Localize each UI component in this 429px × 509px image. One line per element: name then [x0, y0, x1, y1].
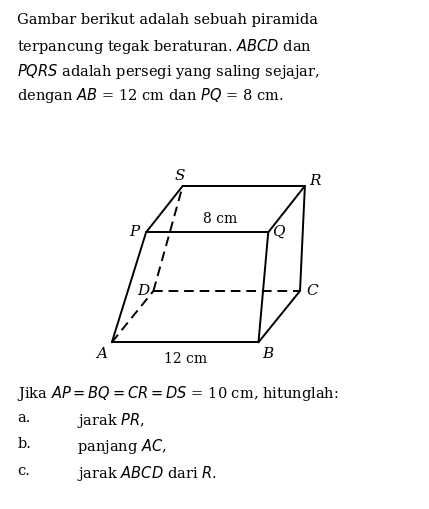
Text: $PQRS$ adalah persegi yang saling sejajar,: $PQRS$ adalah persegi yang saling sejaja… — [17, 62, 320, 80]
Text: D: D — [138, 284, 150, 298]
Text: panjang $AC$,: panjang $AC$, — [77, 437, 167, 456]
Text: jarak $ABCD$ dari $R$.: jarak $ABCD$ dari $R$. — [77, 464, 217, 483]
Text: Q: Q — [272, 225, 284, 239]
Text: jarak $PR$,: jarak $PR$, — [77, 411, 145, 430]
Text: 8 cm: 8 cm — [203, 212, 238, 226]
Text: a.: a. — [17, 411, 30, 425]
Text: P: P — [129, 225, 139, 239]
Text: B: B — [263, 348, 274, 361]
Text: terpancung tegak beraturan. $ABCD$ dan: terpancung tegak beraturan. $ABCD$ dan — [17, 37, 312, 56]
Text: S: S — [175, 169, 186, 183]
Text: A: A — [97, 348, 108, 361]
Text: Gambar berikut adalah sebuah piramida: Gambar berikut adalah sebuah piramida — [17, 13, 318, 27]
Text: b.: b. — [17, 437, 31, 451]
Text: dengan $AB$ = 12 cm dan $PQ$ = 8 cm.: dengan $AB$ = 12 cm dan $PQ$ = 8 cm. — [17, 86, 284, 105]
Text: c.: c. — [17, 464, 30, 478]
Text: 12 cm: 12 cm — [163, 352, 207, 366]
Text: Jika $AP = BQ = CR = DS$ = 10 cm, hitunglah:: Jika $AP = BQ = CR = DS$ = 10 cm, hitung… — [17, 384, 339, 403]
Text: R: R — [309, 174, 320, 188]
Text: C: C — [306, 284, 318, 298]
